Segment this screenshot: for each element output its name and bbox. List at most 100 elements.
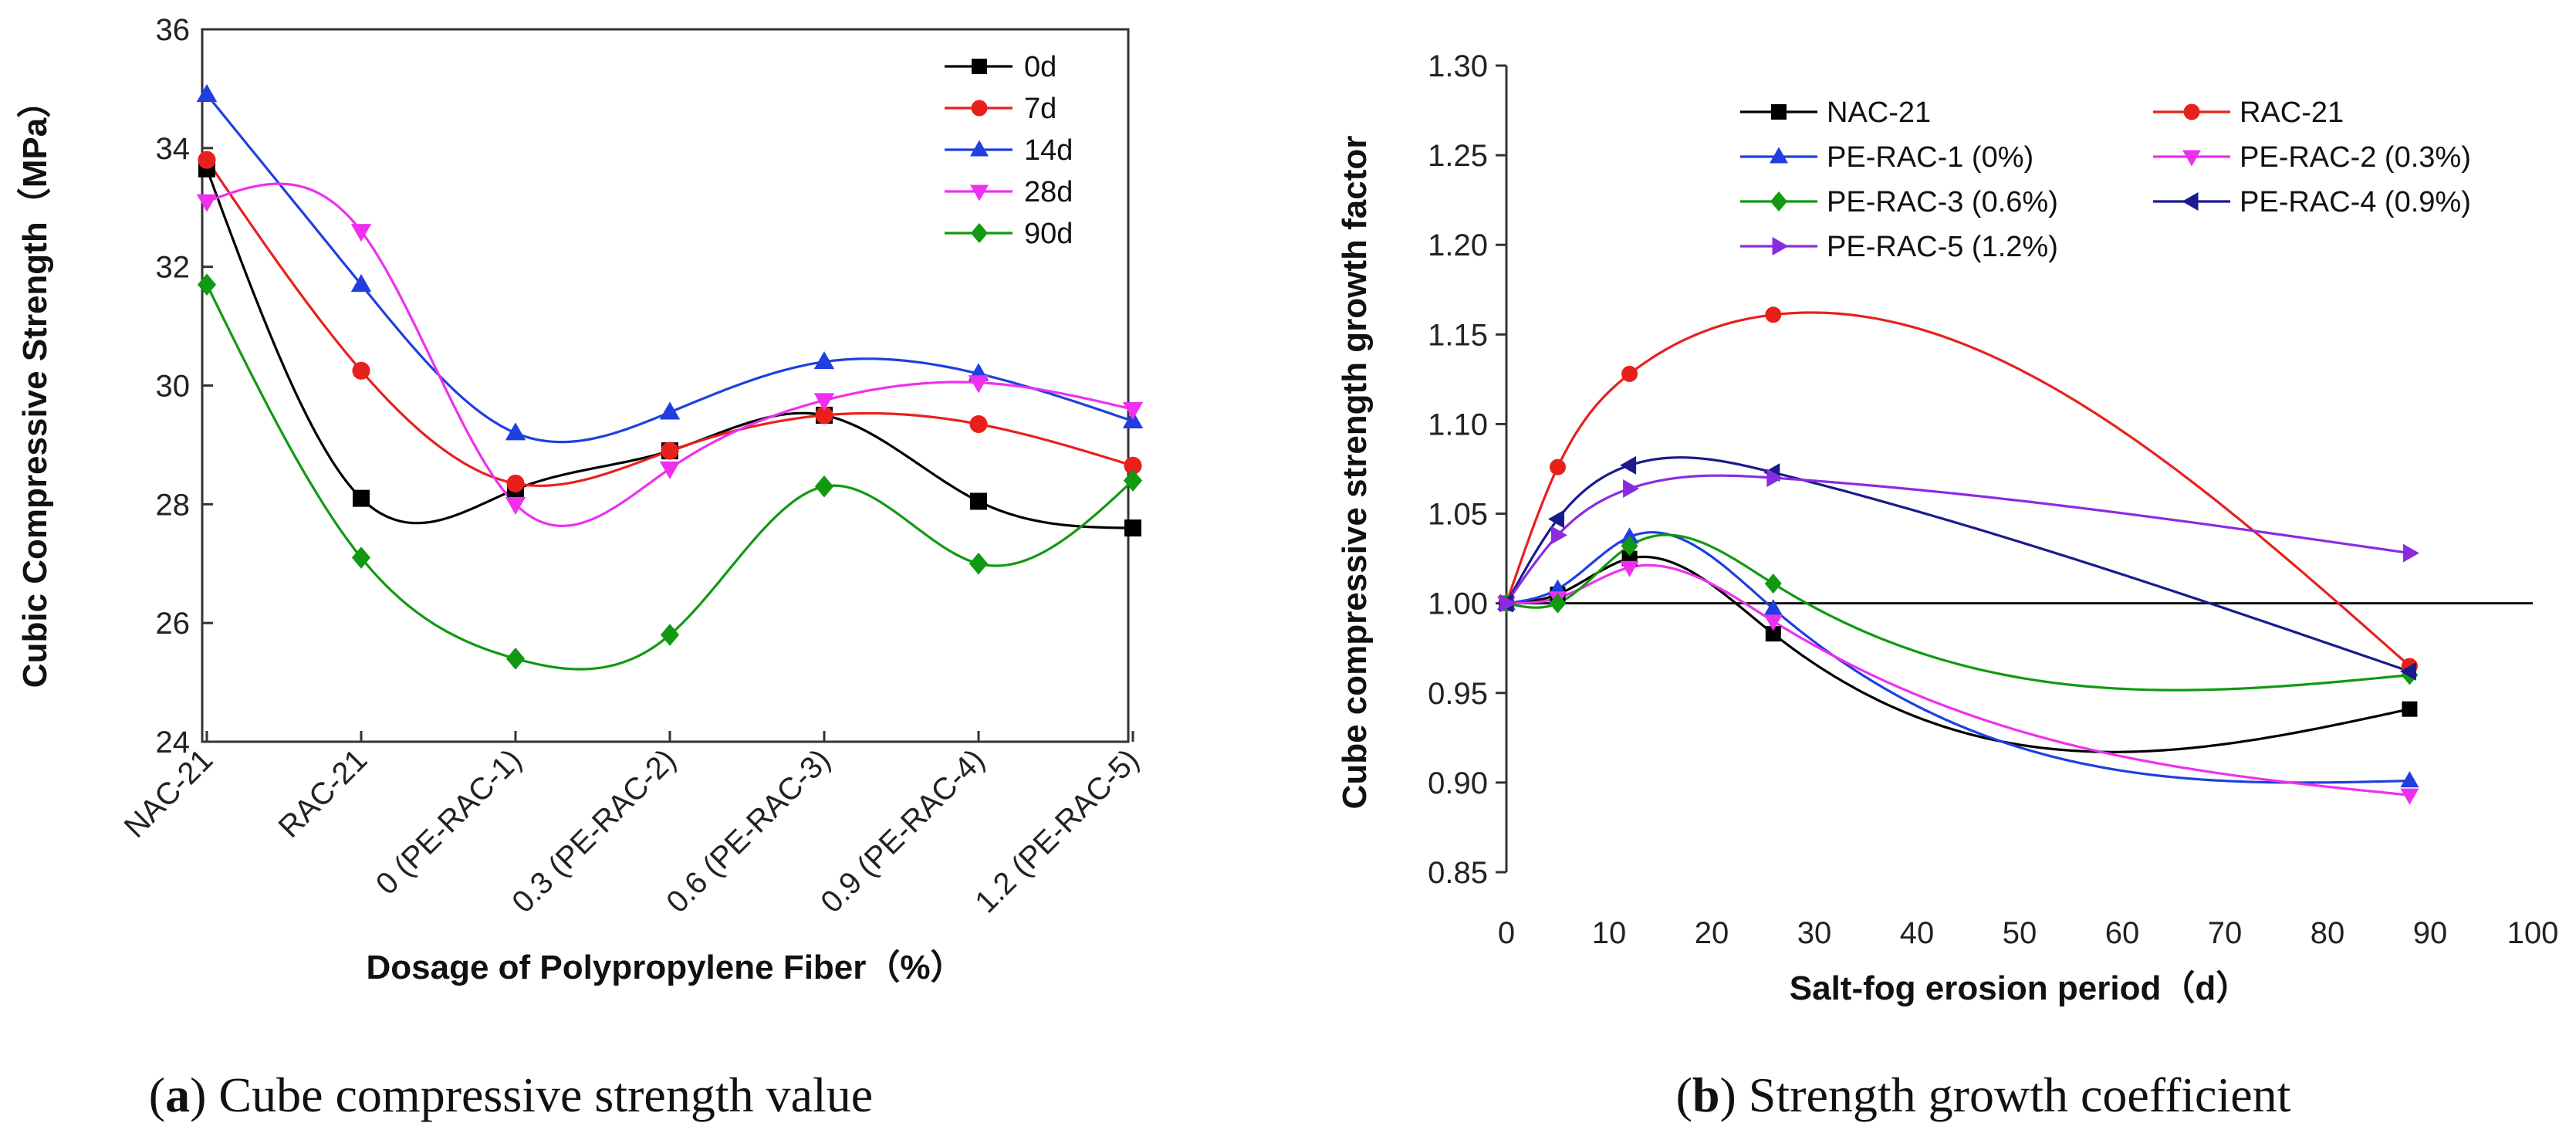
chart-b-legend-label-pe-rac-2-0-3: PE-RAC-2 (0.3%) <box>2240 141 2471 174</box>
chart-b-y-tick-label: 0.90 <box>1428 766 1488 800</box>
chart-b-x-tick-label: 30 <box>1797 916 1832 950</box>
chart-a-point-28d <box>505 496 526 516</box>
chart-b-y-tick-label: 0.85 <box>1428 856 1488 890</box>
caption-a-text: Cube compressive strength value <box>218 1067 873 1122</box>
chart-b-legend-label-nac-21: NAC-21 <box>1827 96 1931 129</box>
chart-a-y-axis-label: Cubic Compressive Strength（MPa） <box>16 84 54 688</box>
chart-b-y-tick-label: 1.15 <box>1428 318 1488 352</box>
chart-a-point-7d <box>1124 456 1142 475</box>
chart-b-point-nac-21 <box>1765 626 1781 642</box>
chart-b-point-pe-rac-4-0-9 <box>2399 661 2416 681</box>
chart-a-x-axis-label: Dosage of Polypropylene Fiber（%） <box>366 949 964 986</box>
chart-b-point-pe-rac-3-0-6 <box>1621 536 1638 556</box>
chart-b-legend-label-pe-rac-3-0-6: PE-RAC-3 (0.6%) <box>1827 186 2058 218</box>
chart-a-legend-label-14d: 14d <box>1024 134 1073 167</box>
chart-a-point-14d <box>659 401 681 420</box>
chart-a-markers <box>196 83 1144 670</box>
chart-a-y-tick-label: 34 <box>156 132 191 166</box>
chart-b-y-tick-label: 1.05 <box>1428 498 1488 532</box>
chart-a-point-90d <box>505 648 526 670</box>
chart-b-x-tick-label: 60 <box>2105 916 2140 950</box>
chart-b-x-axis: 0 10 20 30 40 50 60 70 80 90 100 <box>1498 916 2559 950</box>
chart-a-legend-marker <box>972 59 987 74</box>
chart-a-legend-label-28d: 28d <box>1024 176 1073 208</box>
chart-b-y-tick-label: 1.00 <box>1428 587 1488 621</box>
chart-b-x-tick-label: 70 <box>2208 916 2243 950</box>
chart-a-point-14d <box>813 350 835 370</box>
chart-b-legend-label-pe-rac-4-0-9: PE-RAC-4 (0.9%) <box>2240 186 2471 218</box>
chart-a-y-tick-label: 36 <box>156 13 191 47</box>
chart-a-y-tick-label: 30 <box>156 370 191 404</box>
caption-b-text: Strength growth coefficient <box>1749 1067 2291 1122</box>
chart-b-point-pe-rac-4-0-9 <box>1548 509 1564 529</box>
chart-b-curve-pe-rac-2-0-3 <box>1506 563 2410 797</box>
chart-a-x-tick-label: 0.3 (PE-RAC-2) <box>505 743 682 919</box>
chart-b-legend-marker <box>1770 191 1787 211</box>
chart-b-point-pe-rac-2-0-3 <box>2400 788 2419 805</box>
chart-a-legend-marker <box>971 100 988 117</box>
chart-a-point-7d <box>198 151 216 169</box>
chart-a-point-90d <box>814 475 834 498</box>
chart-b-point-pe-rac-2-0-3 <box>1620 560 1639 577</box>
chart-b-legend: NAC-21 RAC-21 PE-RAC-1 (0%) PE-RAC-2 (0.3%)… <box>1740 96 2471 263</box>
chart-b-curve-pe-rac-1-0 <box>1506 531 2410 784</box>
chart-b-legend-marker <box>2183 103 2200 120</box>
chart-a-point-90d <box>1123 469 1143 492</box>
chart-b-x-tick-label: 10 <box>1592 916 1627 950</box>
chart-a-curve-7d <box>205 159 1134 487</box>
chart-a-point-0d <box>1124 519 1141 537</box>
chart-b-legend-marker <box>2182 192 2199 211</box>
chart-a-x-tick-label: 0.9 (PE-RAC-4) <box>814 743 991 919</box>
chart-a-legend: 0d 7d 14d 28d 90d <box>945 51 1073 250</box>
chart-b-point-pe-rac-1-0 <box>1763 599 1783 616</box>
chart-a-y-tick-label: 24 <box>156 726 191 759</box>
chart-a-legend-marker <box>970 184 989 201</box>
chart-a-point-90d <box>351 546 371 569</box>
chart-b-point-pe-rac-5-1-2 <box>2402 543 2419 563</box>
chart-b-curve-rac-21 <box>1505 311 2411 668</box>
chart-a-point-0d <box>353 489 370 507</box>
chart-b-curve-pe-rac-3-0-6 <box>1506 533 2410 692</box>
chart-a-curve-14d <box>205 93 1134 444</box>
chart-a: 24 26 28 30 32 34 36 NAC-21 RAC-210 (PE-RAC-1)0… <box>16 13 1145 1122</box>
chart-a-point-28d <box>1122 401 1144 421</box>
chart-a-x-axis: NAC-21 RAC-210 (PE-RAC-1)0.3 (PE-RAC-2)0.… <box>118 731 1145 919</box>
chart-b-curve-pe-rac-5-1-2 <box>1505 474 2410 604</box>
chart-a-y-tick-label: 32 <box>156 251 191 285</box>
chart-a-point-7d <box>352 361 370 380</box>
chart-a-point-28d <box>813 393 835 411</box>
caption-b: (b) Strength growth coefficient <box>1676 1067 2291 1122</box>
chart-a-y-axis: 24 26 28 30 32 34 36 <box>156 13 213 759</box>
chart-b-curve-nac-21 <box>1506 555 2410 753</box>
chart-a-point-90d <box>660 624 680 646</box>
chart-b-point-pe-rac-5-1-2 <box>1623 479 1640 499</box>
chart-a-x-tick-label: 1.2 (PE-RAC-5) <box>969 743 1145 919</box>
chart-b-legend-label-pe-rac-1-0: PE-RAC-1 (0%) <box>1827 141 2033 174</box>
chart-a-x-tick-label: RAC-21 <box>272 743 374 844</box>
chart-b-x-tick-label: 0 <box>1498 916 1515 950</box>
chart-a-point-14d <box>196 83 218 102</box>
chart-b-y-axis: 0.85 0.90 0.95 1.00 1.05 1.10 1.15 1.20 1.25 1.30 <box>1428 49 1506 890</box>
chart-b-point-pe-rac-1-0 <box>1620 527 1639 544</box>
chart-b-point-rac-21 <box>1550 458 1566 475</box>
chart-a-point-7d <box>969 414 988 434</box>
chart-b-legend-marker <box>2182 150 2201 167</box>
chart-b-y-tick-label: 1.10 <box>1428 408 1488 441</box>
chart-a-point-7d <box>661 441 679 460</box>
chart-a-legend-marker <box>970 140 989 157</box>
chart-b-x-tick-label: 20 <box>1695 916 1729 950</box>
chart-b-legend-marker <box>1772 237 1789 255</box>
chart-b-y-tick-label: 1.30 <box>1428 49 1488 83</box>
chart-a-point-90d <box>197 273 217 296</box>
chart-b-point-pe-rac-5-1-2 <box>1551 526 1567 545</box>
chart-a-x-tick-label: 0.6 (PE-RAC-3) <box>660 743 837 919</box>
chart-a-y-tick-label: 28 <box>156 488 191 522</box>
chart-b-x-tick-label: 90 <box>2413 916 2448 950</box>
chart-b-legend-marker <box>1771 104 1787 120</box>
chart-a-point-14d <box>350 273 372 293</box>
chart-b-point-nac-21 <box>2402 701 2418 717</box>
chart-b-y-axis-label: Cube compressive strength growth factor <box>1336 136 1374 810</box>
chart-a-curves <box>205 93 1134 671</box>
chart-b-legend-label-pe-rac-5-1-2: PE-RAC-5 (1.2%) <box>1827 231 2058 263</box>
